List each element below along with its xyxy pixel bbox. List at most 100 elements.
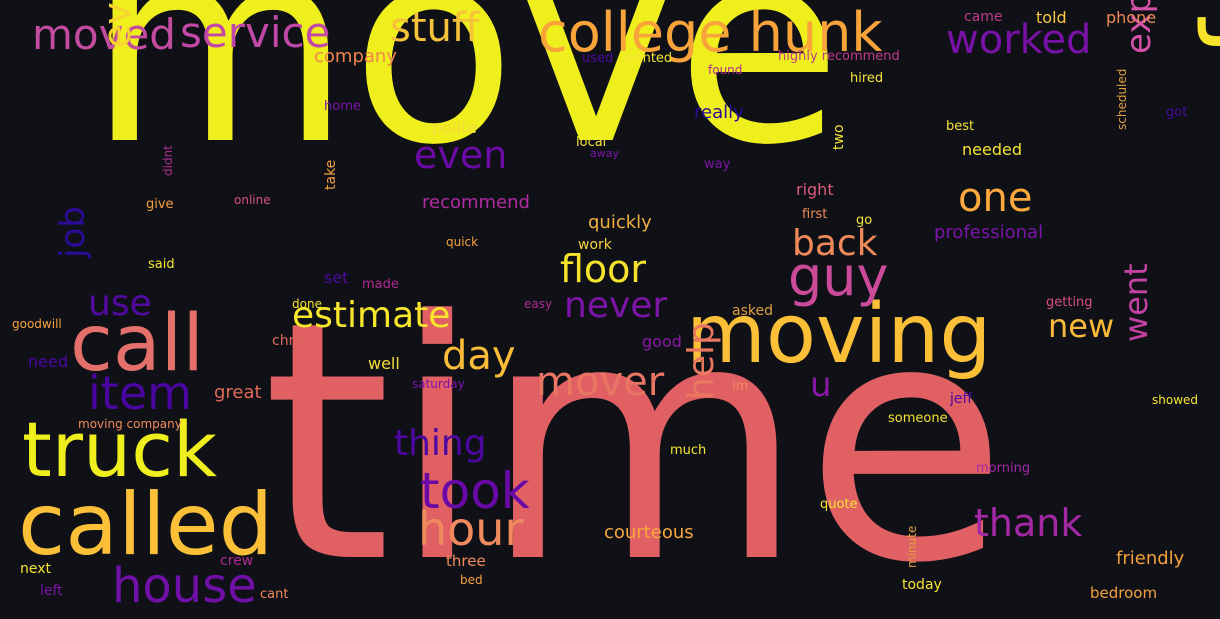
cloud-word: quickly <box>588 212 652 233</box>
cloud-word: wanted <box>624 51 673 66</box>
cloud-word: got <box>1166 105 1188 120</box>
cloud-word: set <box>324 268 349 287</box>
cloud-word: getting <box>1046 295 1093 310</box>
cloud-word: job <box>53 206 93 258</box>
cloud-word: told <box>1036 8 1067 27</box>
cloud-word: hour <box>418 502 524 556</box>
cloud-word: asked <box>732 303 773 319</box>
cloud-word: stuff <box>390 5 480 51</box>
cloud-word: recommend <box>422 192 530 213</box>
cloud-word: much <box>670 443 707 458</box>
cloud-word: use <box>88 283 152 324</box>
cloud-word: good <box>642 332 682 351</box>
cloud-word: moving company <box>78 417 182 431</box>
cloud-word: home <box>324 99 361 114</box>
cloud-word: call <box>70 299 205 389</box>
cloud-word: bedroom <box>1090 584 1158 602</box>
cloud-word: scheduled <box>1115 68 1129 130</box>
cloud-word: took <box>420 462 530 520</box>
cloud-word: easy <box>524 297 553 311</box>
cloud-word: new <box>1048 307 1115 345</box>
cloud-word: service <box>180 8 331 57</box>
cloud-word: done <box>292 297 322 311</box>
cloud-word: made <box>362 277 399 292</box>
cloud-word: mover <box>536 359 665 405</box>
cloud-word: next <box>20 561 52 577</box>
cloud-word: truck <box>22 405 218 494</box>
cloud-word: house <box>112 558 257 614</box>
cloud-word: polite <box>432 118 477 137</box>
cloud-word: move <box>88 0 843 204</box>
cloud-word: bed <box>460 573 483 587</box>
cloud-word: company <box>314 46 397 67</box>
cloud-word: today <box>902 577 942 593</box>
cloud-word: highly recommend <box>778 49 900 64</box>
cloud-word: one <box>958 175 1033 221</box>
cloud-word: take <box>323 159 339 190</box>
cloud-word: best <box>946 119 975 134</box>
cloud-word: item <box>88 366 192 420</box>
cloud-word: phone <box>1106 8 1157 27</box>
cloud-word: estimate <box>292 295 451 336</box>
cloud-word: right <box>796 180 834 199</box>
cloud-word: help <box>681 322 722 400</box>
cloud-word: moved <box>32 10 176 59</box>
cloud-word: morning <box>976 461 1031 476</box>
cloud-word: three <box>446 552 486 570</box>
cloud-word: need <box>28 352 68 371</box>
cloud-word: away <box>590 147 619 160</box>
cloud-word: someone <box>888 411 948 426</box>
cloud-word: im <box>732 379 749 394</box>
cloud-word: left <box>40 583 63 599</box>
cloud-word: moving <box>686 287 992 382</box>
cloud-word: showed <box>1152 393 1199 407</box>
cloud-word: give <box>146 197 174 212</box>
cloud-word: found <box>708 63 743 77</box>
cloud-word: everything <box>95 0 139 48</box>
cloud-word: friendly <box>1116 548 1185 569</box>
cloud-word: crew <box>220 553 254 569</box>
cloud-word: professional <box>934 222 1044 243</box>
cloud-word: online <box>234 193 271 207</box>
cloud-word: thank <box>974 501 1083 545</box>
cloud-word: two <box>831 124 847 150</box>
cloud-word: time <box>262 251 1008 619</box>
cloud-word: called <box>18 475 274 575</box>
cloud-word: really <box>694 102 744 123</box>
cloud-word: college hunk <box>538 1 883 64</box>
cloud-word: hired <box>850 71 884 86</box>
cloud-word: local <box>576 135 607 150</box>
cloud-word: goodwill <box>12 317 62 331</box>
cloud-word: back <box>792 223 878 264</box>
cloud-word: chris <box>272 333 306 349</box>
cloud-word: go <box>856 213 873 228</box>
cloud-word: came <box>964 9 1003 25</box>
cloud-word: never <box>564 285 668 326</box>
cloud-word: furniture <box>1179 0 1220 58</box>
cloud-word: great <box>214 382 262 403</box>
cloud-word: work <box>578 237 612 253</box>
cloud-word: didnt <box>161 145 175 176</box>
cloud-word: needed <box>962 140 1022 159</box>
cloud-word: courteous <box>604 522 694 543</box>
cloud-word: quote <box>820 497 858 512</box>
cloud-word: worked <box>946 17 1092 63</box>
cloud-word: quick <box>446 235 479 249</box>
cloud-word: went <box>1117 263 1155 342</box>
cloud-word: guy <box>788 245 889 308</box>
cloud-word: first <box>802 207 828 222</box>
cloud-word: said <box>148 257 175 272</box>
cloud-word: minute <box>905 525 919 568</box>
cloud-word: u <box>810 365 832 405</box>
cloud-word: cant <box>260 587 289 602</box>
cloud-word: even <box>414 133 508 177</box>
cloud-word: used <box>582 51 614 66</box>
cloud-word: saturday <box>412 377 465 391</box>
cloud-word: well <box>368 354 400 373</box>
cloud-word: way <box>704 157 731 172</box>
cloud-word: jeff <box>950 391 973 407</box>
cloud-word: floor <box>560 247 647 291</box>
cloud-word: thing <box>394 423 487 464</box>
cloud-word: day <box>442 333 516 379</box>
